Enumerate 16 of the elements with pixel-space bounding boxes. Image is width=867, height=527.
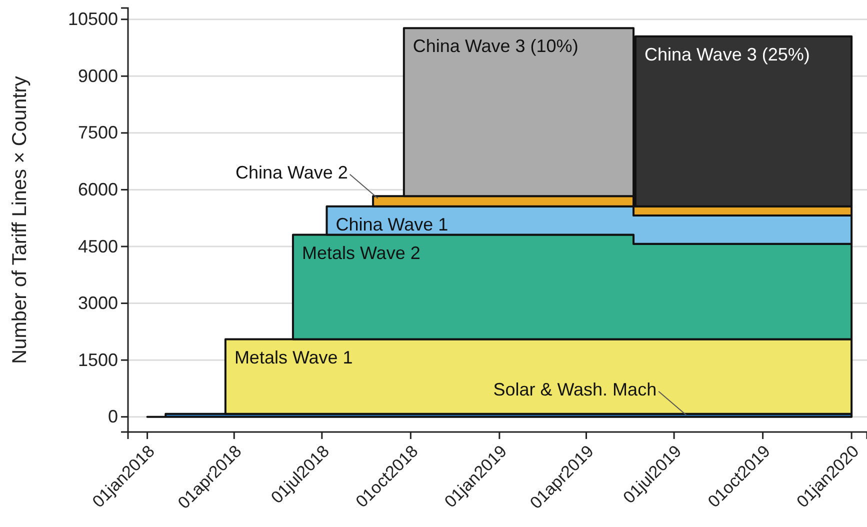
series-label: China Wave 3 (10%) [412, 36, 578, 56]
y-tick-label: 10500 [68, 9, 118, 30]
annotation: China Wave 2 [235, 162, 348, 182]
y-tick-label: 6000 [78, 179, 118, 200]
series-label: China Wave 3 (25%) [644, 44, 810, 64]
y-tick-label: 3000 [78, 293, 118, 314]
y-tick-label: 4500 [78, 236, 118, 256]
y-tick-label: 0 [108, 406, 118, 427]
y-axis-title: Number of Tariff Lines × Country [9, 76, 31, 364]
y-tick-label: 7500 [78, 122, 118, 143]
series-label: China Wave 1 [336, 214, 448, 234]
annotation: Solar & Wash. Mach [493, 379, 657, 400]
series-label: Metals Wave 2 [302, 242, 420, 263]
series-label: Metals Wave 1 [234, 347, 353, 368]
y-tick-label: 9000 [78, 66, 118, 86]
y-tick-label: 1500 [78, 350, 118, 370]
